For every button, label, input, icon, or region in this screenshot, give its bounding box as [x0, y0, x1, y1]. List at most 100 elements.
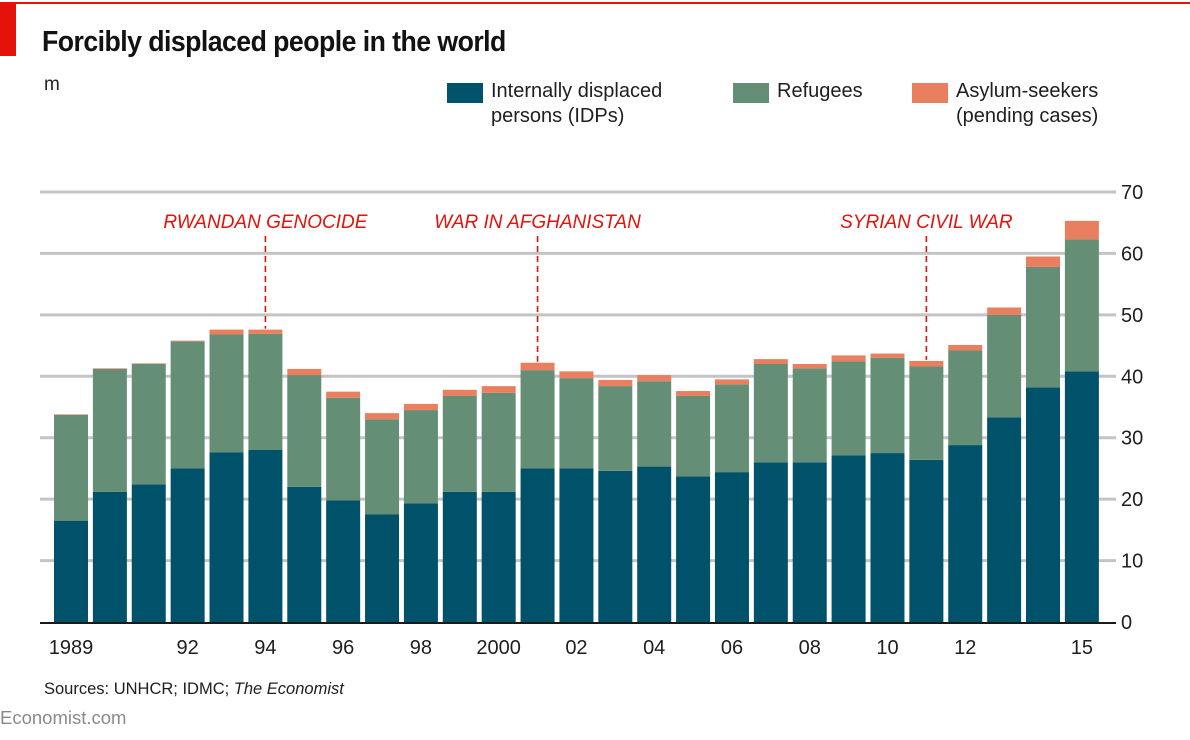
bar-idp-2009 [831, 455, 866, 622]
bar-asylum-2008 [792, 364, 827, 369]
bar-refugees-1994 [248, 333, 283, 450]
bar-idp-1994 [248, 450, 283, 622]
bar-refugees-1995 [287, 375, 322, 487]
y-tick-label: 50 [1121, 305, 1143, 327]
bar-asylum-2010 [870, 353, 905, 358]
bar-idp-2012 [948, 445, 983, 622]
bar-asylum-2007 [753, 359, 788, 364]
bar-asylum-2002 [559, 371, 594, 379]
brand-red-tab [0, 4, 16, 56]
bar-idp-2015 [1064, 371, 1099, 622]
source-note: Sources: UNHCR; IDMC; The Economist [44, 680, 344, 699]
bar-asylum-2011 [909, 360, 944, 367]
bar-refugees-2013 [987, 314, 1022, 418]
bar-refugees-2015 [1064, 239, 1099, 372]
x-tick-label: 96 [332, 637, 354, 659]
bar-asylum-2012 [948, 344, 983, 351]
legend-item-idp: Internally displaced persons (IDPs) [447, 79, 707, 129]
x-tick-label: 10 [876, 637, 898, 659]
bar-idp-1992 [170, 468, 205, 622]
chart-title: Forcibly displaced people in the world [42, 26, 506, 58]
bar-idp-2001 [520, 468, 555, 622]
bar-refugees-1996 [326, 397, 361, 501]
bar-refugees-2002 [559, 378, 594, 469]
legend-label-refugees: Refugees [777, 80, 863, 102]
bar-refugees-2010 [870, 357, 905, 454]
bar-refugees-2005 [676, 395, 711, 477]
bar-refugees-2007 [753, 364, 788, 463]
legend-label-asylum: Asylum-seekers (pending cases) [956, 80, 1099, 127]
bar-refugees-1991 [131, 364, 166, 485]
bar-idp-1999 [442, 491, 477, 622]
legend-item-refugees: Refugees [733, 79, 883, 129]
x-tick-label: 94 [254, 637, 276, 659]
x-axis: 1989 92 94 96 98 2000 02 04 06 08 10 12 15 [49, 637, 1093, 659]
bar-refugees-1993 [209, 334, 244, 453]
bar-asylum-2001 [520, 362, 555, 371]
bar-asylum-1992 [170, 340, 205, 342]
bar-asylum-1998 [403, 403, 438, 411]
annotation-label: SYRIAN CIVIL WAR [840, 212, 1013, 233]
bar-idp-1989 [54, 520, 88, 622]
bar-idp-2006 [714, 472, 749, 622]
bar-asylum-2004 [637, 375, 672, 382]
bar-refugees-1998 [403, 410, 438, 504]
x-tick-label: 2000 [476, 637, 521, 659]
bar-asylum-1993 [209, 329, 244, 335]
bar-refugees-2014 [1026, 266, 1060, 388]
bar-asylum-1996 [326, 391, 361, 398]
bar-asylum-2000 [481, 386, 516, 393]
bar-refugees-2001 [520, 370, 555, 469]
bar-refugees-1999 [442, 395, 477, 492]
bar-refugees-2009 [831, 361, 866, 456]
bar-asylum-1990 [92, 368, 127, 369]
annotations: RWANDAN GENOCIDE WAR IN AFGHANISTAN SYRIAN… [163, 212, 1013, 362]
bar-asylum-1995 [287, 368, 322, 376]
bar-idp-2014 [1026, 387, 1060, 622]
legend-swatch-asylum [912, 83, 948, 103]
x-tick-label: 06 [721, 637, 743, 659]
x-tick-label: 15 [1071, 637, 1093, 659]
bar-idp-2004 [637, 466, 672, 622]
bar-refugees-2008 [792, 368, 827, 463]
legend-swatch-idp [447, 83, 483, 103]
y-tick-label: 60 [1121, 243, 1143, 265]
bar-refugees-2012 [948, 350, 983, 446]
bar-refugees-2006 [714, 384, 749, 473]
bar-refugees-1990 [92, 368, 127, 492]
bar-idp-1998 [403, 503, 438, 622]
source-prefix: Sources: UNHCR; IDMC; [44, 680, 234, 698]
y-tick-label: 10 [1121, 551, 1143, 573]
legend-swatch-refugees [733, 83, 769, 103]
bar-idp-2005 [676, 476, 711, 622]
bar-idp-2003 [598, 470, 633, 622]
y-tick-label: 0 [1121, 612, 1132, 634]
bar-asylum-1997 [365, 413, 400, 420]
unit-label: m [44, 74, 60, 95]
annotation-label: RWANDAN GENOCIDE [163, 212, 367, 233]
bar-asylum-1989 [54, 414, 88, 415]
brand-watermark: Economist.com [0, 707, 127, 728]
bar-asylum-2014 [1026, 256, 1060, 267]
bar-refugees-2004 [637, 381, 672, 467]
bar-asylum-2003 [598, 379, 633, 387]
bars [54, 220, 1099, 622]
annotation-label: WAR IN AFGHANISTAN [434, 212, 641, 233]
bar-idp-2013 [987, 417, 1022, 622]
bar-idp-2010 [870, 453, 905, 622]
bar-idp-2008 [792, 462, 827, 622]
bar-idp-2002 [559, 468, 594, 622]
bar-refugees-1989 [54, 414, 88, 521]
legend-label-idp: Internally displaced persons (IDPs) [491, 80, 663, 127]
x-tick-label: 12 [954, 637, 976, 659]
x-tick-label: 02 [565, 637, 587, 659]
y-tick-label: 40 [1121, 366, 1143, 388]
bar-idp-1991 [131, 484, 166, 622]
bar-asylum-2013 [987, 307, 1022, 315]
bar-refugees-1992 [170, 341, 205, 469]
bar-idp-1993 [209, 452, 244, 622]
bar-asylum-2015 [1064, 220, 1099, 240]
bar-asylum-2005 [676, 391, 711, 396]
y-tick-label: 70 [1121, 182, 1143, 204]
bar-idp-2007 [753, 462, 788, 622]
